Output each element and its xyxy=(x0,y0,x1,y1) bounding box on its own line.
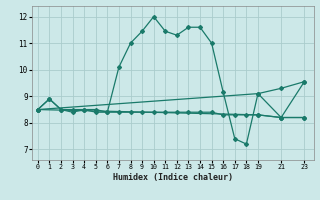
X-axis label: Humidex (Indice chaleur): Humidex (Indice chaleur) xyxy=(113,173,233,182)
